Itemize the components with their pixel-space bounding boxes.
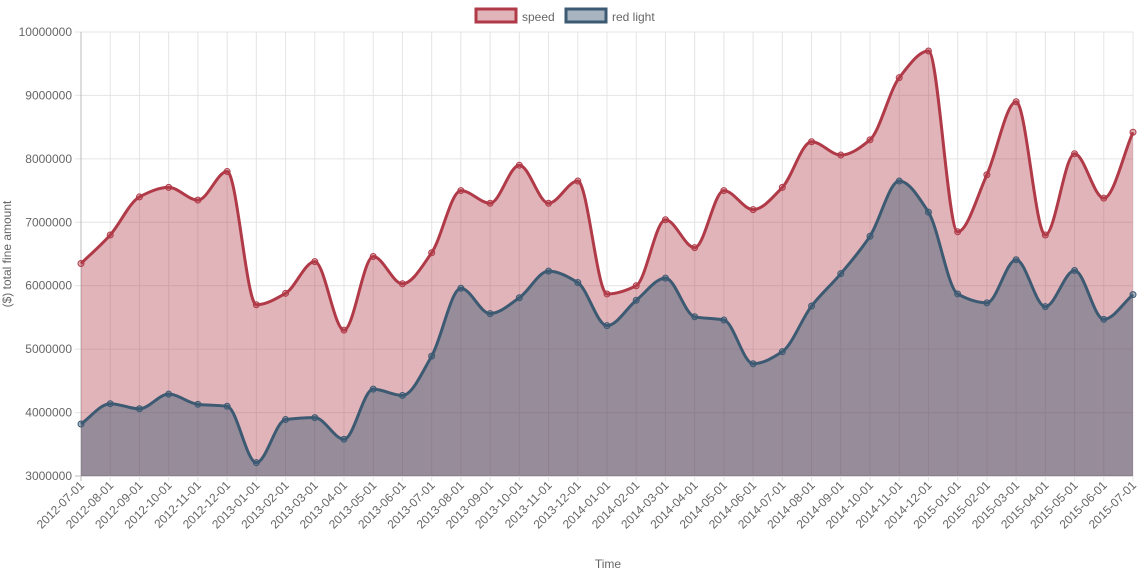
red-light-point[interactable] — [340, 435, 348, 443]
legend-item-speed[interactable]: speed — [474, 7, 555, 24]
speed-point[interactable] — [837, 151, 845, 159]
speed-point[interactable] — [924, 47, 932, 55]
red-light-point[interactable] — [369, 385, 377, 393]
y-tick-label: 5000000 — [25, 342, 72, 356]
red-light-point[interactable] — [1100, 315, 1108, 323]
speed-line — [79, 49, 1135, 332]
speed-point[interactable] — [282, 289, 290, 297]
red-light-point[interactable] — [720, 316, 728, 324]
speed-point[interactable] — [515, 161, 523, 169]
speed-point[interactable] — [165, 183, 173, 191]
x-tick-labels: 2012-07-012012-08-012012-09-012012-10-01… — [34, 478, 1140, 532]
speed-point[interactable] — [661, 216, 669, 224]
legend: speed red light — [474, 7, 655, 24]
speed-point[interactable] — [983, 171, 991, 179]
red-light-point[interactable] — [632, 296, 640, 304]
speed-point[interactable] — [895, 74, 903, 82]
speed-point[interactable] — [1100, 194, 1108, 202]
speed-point[interactable] — [691, 244, 699, 252]
red-light-point[interactable] — [1012, 256, 1020, 264]
y-tick-label: 3000000 — [25, 469, 72, 483]
speed-point[interactable] — [369, 253, 377, 261]
speed-point[interactable] — [486, 199, 494, 207]
red-light-point[interactable] — [515, 294, 523, 302]
red-light-point[interactable] — [135, 405, 143, 413]
red-light-point[interactable] — [77, 420, 85, 428]
red-light-point[interactable] — [1129, 291, 1137, 299]
y-tick-label: 7000000 — [25, 215, 72, 229]
red-light-point[interactable] — [1041, 303, 1049, 311]
red-light-point[interactable] — [837, 270, 845, 278]
speed-point[interactable] — [135, 193, 143, 201]
red-light-point[interactable] — [749, 360, 757, 368]
red-light-point[interactable] — [106, 400, 114, 408]
red-light-point[interactable] — [808, 302, 816, 310]
speed-point[interactable] — [574, 177, 582, 185]
series-points — [77, 47, 1137, 467]
red-light-point[interactable] — [486, 310, 494, 318]
speed-point[interactable] — [77, 260, 85, 268]
speed-point[interactable] — [311, 258, 319, 266]
y-tick-label: 4000000 — [25, 406, 72, 420]
speed-point[interactable] — [1012, 98, 1020, 106]
red-light-point[interactable] — [165, 390, 173, 398]
red-light-point[interactable] — [983, 299, 991, 307]
red-light-point[interactable] — [282, 416, 290, 424]
red-light-point[interactable] — [691, 313, 699, 321]
y-tick-label: 9000000 — [25, 88, 72, 102]
legend-item-red-light[interactable]: red light — [564, 7, 655, 24]
red-light-point[interactable] — [661, 274, 669, 282]
speed-point[interactable] — [778, 183, 786, 191]
legend-swatch-red-light — [564, 7, 608, 24]
y-axis-title: ($) total fine amount — [0, 200, 14, 307]
red-light-point[interactable] — [428, 352, 436, 360]
y-tick-label: 8000000 — [25, 152, 72, 166]
red-light-point[interactable] — [954, 290, 962, 298]
red-light-point[interactable] — [1071, 266, 1079, 274]
speed-point[interactable] — [106, 231, 114, 239]
red-light-point[interactable] — [194, 400, 202, 408]
speed-area — [81, 51, 1133, 477]
y-tick-label: 6000000 — [25, 279, 72, 293]
speed-point[interactable] — [398, 280, 406, 288]
speed-point[interactable] — [866, 136, 874, 144]
speed-point[interactable] — [954, 228, 962, 236]
speed-point[interactable] — [720, 187, 728, 195]
red-light-point[interactable] — [574, 279, 582, 287]
speed-point[interactable] — [808, 138, 816, 146]
red-light-point[interactable] — [895, 177, 903, 185]
speed-point[interactable] — [428, 249, 436, 257]
red-light-point[interactable] — [223, 402, 231, 410]
y-tick-labels: 10000000 9000000 8000000 7000000 6000000 5000… — [19, 25, 73, 483]
red-light-point[interactable] — [252, 459, 260, 467]
speed-point[interactable] — [194, 196, 202, 204]
speed-point[interactable] — [632, 282, 640, 290]
speed-point[interactable] — [1071, 150, 1079, 158]
red-light-point[interactable] — [457, 284, 465, 292]
red-light-point[interactable] — [866, 232, 874, 240]
legend-swatch-speed — [474, 7, 518, 24]
red-light-point[interactable] — [545, 267, 553, 275]
red-light-point[interactable] — [398, 391, 406, 399]
speed-point[interactable] — [603, 290, 611, 298]
speed-point[interactable] — [1129, 128, 1137, 136]
red-light-point[interactable] — [924, 208, 932, 216]
legend-label-red-light: red light — [612, 10, 655, 24]
speed-point[interactable] — [457, 187, 465, 195]
y-tick-label: 10000000 — [19, 25, 73, 39]
speed-point[interactable] — [340, 326, 348, 334]
speed-point[interactable] — [1041, 231, 1049, 239]
speed-point[interactable] — [252, 301, 260, 309]
red-light-point[interactable] — [311, 414, 319, 422]
x-axis-title: Time — [595, 557, 622, 570]
speed-point[interactable] — [545, 199, 553, 207]
speed-point[interactable] — [749, 206, 757, 214]
red-light-point[interactable] — [603, 322, 611, 330]
legend-label-speed: speed — [522, 10, 555, 24]
red-light-point[interactable] — [778, 348, 786, 356]
red-light-line — [80, 179, 1134, 465]
speed-point[interactable] — [223, 168, 231, 176]
